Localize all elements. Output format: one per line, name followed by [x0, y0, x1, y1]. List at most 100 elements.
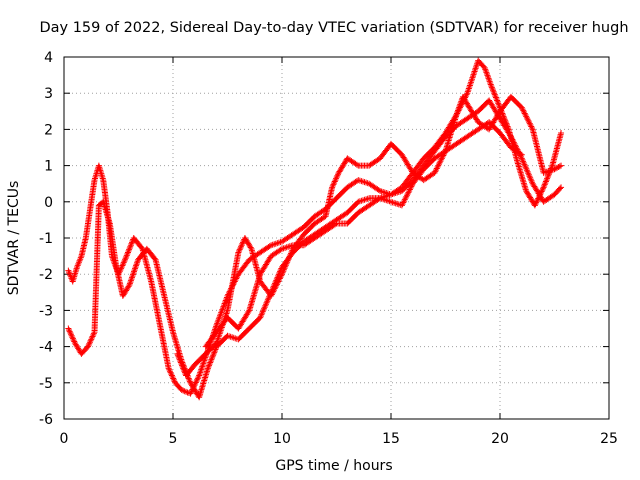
- data-point-fill: [523, 113, 530, 120]
- data-point-fill: [520, 107, 527, 114]
- data-point-fill: [522, 164, 529, 171]
- data-point-fill: [528, 124, 535, 131]
- data-point: [65, 325, 72, 332]
- data-point-fill: [473, 63, 480, 70]
- data-point-fill: [492, 94, 499, 101]
- data-point-fill: [85, 342, 92, 349]
- data-point-fill: [90, 330, 97, 337]
- data-point-fill: [534, 196, 541, 203]
- data-point-fill: [247, 244, 254, 251]
- data-point-fill: [208, 355, 215, 362]
- x-tick-label: 5: [169, 431, 178, 447]
- series-track-4: [202, 119, 525, 350]
- data-point-fill: [239, 240, 246, 247]
- data-point-fill: [401, 198, 408, 205]
- data-point: [488, 82, 495, 89]
- data-point-fill: [511, 140, 518, 147]
- data-point-fill: [230, 334, 237, 341]
- data-point-fill: [493, 95, 500, 102]
- data-point-fill: [261, 305, 268, 312]
- data-point-fill: [471, 70, 478, 77]
- data-point-fill: [386, 198, 393, 205]
- data-point-fill: [544, 174, 551, 181]
- data-point-fill: [509, 136, 516, 143]
- data-point: [235, 249, 242, 256]
- data-point: [122, 256, 129, 263]
- data-point-fill: [130, 270, 137, 277]
- data-point-fill: [285, 256, 292, 263]
- data-point-fill: [166, 368, 173, 375]
- data-point-fill: [524, 168, 531, 175]
- data-point-fill: [123, 252, 130, 259]
- data-point: [558, 184, 565, 191]
- data-point-fill: [186, 376, 193, 383]
- data-point-fill: [435, 162, 442, 169]
- data-point-fill: [361, 196, 368, 203]
- data-point-fill: [508, 135, 515, 142]
- data-point-fill: [432, 168, 439, 175]
- data-point-fill: [227, 333, 234, 340]
- data-point-fill: [517, 150, 524, 157]
- data-point-fill: [125, 248, 132, 255]
- data-point-fill: [238, 243, 245, 250]
- data-point-fill: [195, 373, 202, 380]
- data-point-fill: [468, 77, 475, 84]
- x-tick-label: 10: [273, 431, 291, 447]
- data-point-fill: [527, 176, 534, 183]
- data-point-fill: [268, 291, 275, 298]
- data-point-fill: [166, 366, 173, 373]
- data-point-fill: [391, 199, 398, 206]
- y-tick-label: -1: [39, 231, 53, 247]
- data-point-fill: [471, 68, 478, 75]
- data-point-fill: [274, 279, 281, 286]
- data-point-fill: [466, 83, 473, 90]
- data-point-fill: [170, 375, 177, 382]
- data-point-fill: [180, 366, 187, 373]
- data-point-fill: [525, 171, 532, 178]
- data-point-fill: [522, 111, 529, 118]
- data-point-fill: [408, 183, 415, 190]
- data-point-fill: [131, 267, 138, 274]
- data-point-fill: [177, 359, 184, 366]
- data-point-fill: [400, 199, 407, 206]
- data-point-fill: [197, 369, 204, 376]
- data-point: [518, 104, 525, 111]
- data-point-fill: [470, 71, 477, 78]
- data-point: [329, 184, 336, 191]
- y-tick-label: 2: [44, 122, 53, 138]
- data-point-fill: [437, 158, 444, 165]
- data-point-fill: [283, 260, 290, 267]
- data-point-fill: [87, 337, 94, 344]
- data-point-fill: [492, 93, 499, 100]
- data-point-fill: [133, 262, 140, 269]
- y-tick-label: -5: [39, 376, 53, 392]
- data-point-fill: [126, 246, 133, 253]
- data-point-fill: [433, 166, 440, 173]
- data-point-fill: [538, 188, 545, 195]
- data-point-fill: [286, 254, 293, 261]
- y-tick-label: 1: [44, 159, 53, 175]
- data-point-fill: [331, 178, 338, 185]
- y-axis-label: SDTVAR / TECUs: [6, 181, 22, 296]
- data-point-fill: [262, 302, 269, 309]
- data-point-fill: [467, 80, 474, 87]
- data-point-fill: [556, 163, 563, 170]
- y-tick-label: -6: [39, 412, 53, 428]
- data-point-fill: [332, 221, 339, 228]
- data-point-fill: [199, 362, 206, 369]
- data-point-fill: [358, 178, 365, 185]
- data-point-fill: [257, 313, 264, 320]
- data-point-fill: [263, 299, 270, 306]
- data-point-fill: [124, 250, 131, 257]
- data-point-fill: [131, 268, 138, 275]
- data-point-fill: [151, 255, 158, 262]
- data-point-fill: [129, 239, 136, 246]
- data-point-fill: [264, 298, 271, 305]
- data-marks: [65, 57, 565, 401]
- data-point-fill: [186, 378, 193, 385]
- data-point-fill: [282, 262, 289, 269]
- data-point-fill: [284, 257, 291, 264]
- data-point-fill: [407, 185, 414, 192]
- data-point-fill: [67, 329, 74, 336]
- data-point-fill: [402, 195, 409, 202]
